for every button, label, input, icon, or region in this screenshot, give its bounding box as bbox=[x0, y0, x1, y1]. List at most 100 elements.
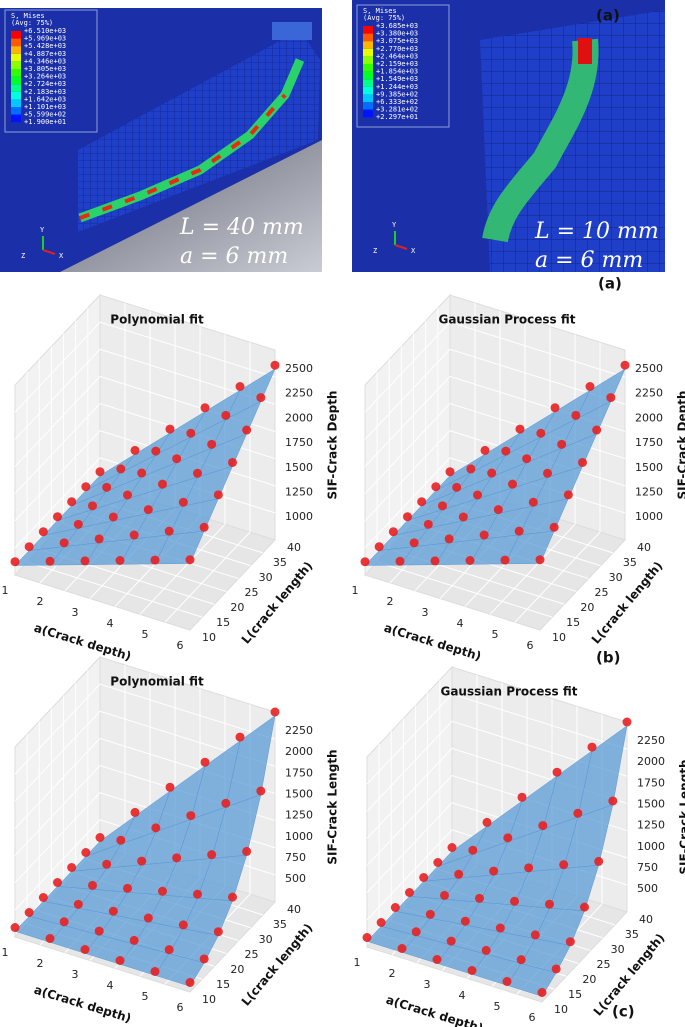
z-axis-label: SIF-Crack Depth bbox=[326, 391, 340, 500]
y-tick-label: 35 bbox=[273, 556, 287, 569]
y-tick-label: 40 bbox=[287, 903, 301, 916]
sample-point bbox=[495, 923, 505, 933]
z-tick-label: 750 bbox=[637, 861, 658, 874]
z-tick-label: 1750 bbox=[637, 776, 665, 789]
y-tick-label: 25 bbox=[595, 586, 609, 599]
x-tick-label: 5 bbox=[142, 990, 149, 1003]
x-tick-label: 6 bbox=[177, 639, 184, 652]
x-tick-label: 1 bbox=[354, 956, 361, 969]
sample-point bbox=[116, 835, 126, 845]
y-tick-label: 30 bbox=[259, 571, 273, 584]
sample-point bbox=[67, 497, 77, 507]
legend-value: +9.385e+02 bbox=[376, 90, 418, 98]
sample-point bbox=[622, 717, 632, 727]
triad-label: Z bbox=[373, 247, 377, 255]
sample-point bbox=[447, 843, 457, 852]
sample-point bbox=[102, 859, 112, 869]
sample-point bbox=[256, 786, 266, 796]
x-tick-label: 3 bbox=[424, 978, 431, 991]
y-tick-label: 40 bbox=[287, 541, 301, 554]
title: Polynomial fit bbox=[110, 313, 204, 327]
sample-point bbox=[537, 988, 547, 997]
panel-label: (b) bbox=[596, 649, 620, 667]
legend-value: +4.887e+03 bbox=[24, 50, 66, 58]
sample-point bbox=[475, 893, 484, 903]
sample-point bbox=[151, 823, 161, 833]
sample-point bbox=[150, 555, 160, 565]
sample-point bbox=[479, 530, 489, 540]
sample-point bbox=[419, 873, 429, 882]
legend-value: +1.244e+03 bbox=[376, 83, 418, 91]
legend-swatch bbox=[363, 71, 373, 80]
legend-swatch bbox=[363, 26, 373, 34]
sample-point bbox=[530, 930, 540, 940]
sample-point bbox=[528, 497, 538, 507]
sample-point bbox=[172, 853, 182, 863]
sample-point bbox=[178, 497, 188, 507]
legend-swatch bbox=[11, 46, 21, 54]
sample-point bbox=[438, 501, 447, 511]
y-tick-label: 15 bbox=[568, 988, 582, 1001]
legend-swatch bbox=[11, 61, 21, 69]
sample-point bbox=[573, 808, 583, 818]
y-tick-label: 35 bbox=[273, 918, 287, 931]
legend-value: +2.724e+03 bbox=[24, 80, 66, 88]
sample-point bbox=[10, 557, 20, 567]
sample-point bbox=[594, 856, 604, 866]
sample-point bbox=[458, 512, 468, 522]
sample-point bbox=[500, 555, 510, 565]
sample-point bbox=[80, 945, 90, 954]
sample-point bbox=[150, 967, 160, 976]
legend-swatch bbox=[363, 94, 373, 102]
sample-point bbox=[53, 878, 62, 887]
sample-point bbox=[535, 555, 545, 565]
y-tick-label: 30 bbox=[609, 571, 623, 584]
sample-point bbox=[213, 927, 223, 937]
sample-point bbox=[454, 869, 464, 879]
legend-value: +3.264e+03 bbox=[24, 73, 66, 81]
y-tick-label: 35 bbox=[623, 556, 637, 569]
z-tick-label: 1750 bbox=[635, 436, 663, 449]
sample-point bbox=[559, 860, 569, 870]
legend-swatch bbox=[11, 31, 21, 39]
x-tick-label: 3 bbox=[72, 606, 79, 619]
legend-value: +2.464e+03 bbox=[376, 52, 418, 60]
x-tick-label: 3 bbox=[72, 968, 79, 981]
x-tick-label: 5 bbox=[142, 628, 149, 641]
title: Gaussian Process fit bbox=[440, 685, 577, 699]
y-tick-label: 15 bbox=[566, 616, 580, 629]
sample-point bbox=[432, 955, 442, 964]
sample-point bbox=[24, 908, 34, 917]
sample-point bbox=[199, 954, 209, 964]
sample-point bbox=[473, 490, 482, 500]
sample-point bbox=[185, 555, 195, 565]
legend-swatch bbox=[363, 64, 373, 72]
y-tick-label: 10 bbox=[552, 631, 566, 644]
sample-point bbox=[517, 792, 527, 802]
sample-point bbox=[551, 964, 561, 974]
sample-point bbox=[390, 903, 400, 912]
triad-label: Y bbox=[40, 226, 45, 234]
title: Polynomial fit bbox=[110, 675, 204, 689]
legend-swatch bbox=[363, 56, 373, 64]
x-tick-label: 2 bbox=[389, 967, 396, 980]
z-tick-label: 1250 bbox=[285, 486, 313, 499]
sample-point bbox=[207, 850, 217, 860]
sample-point bbox=[45, 934, 55, 943]
z-tick-label: 2000 bbox=[635, 411, 663, 424]
sample-point bbox=[522, 454, 532, 464]
sample-point bbox=[108, 512, 118, 522]
sample-point bbox=[80, 556, 90, 566]
z-tick-label: 1000 bbox=[285, 830, 313, 843]
sample-point bbox=[242, 425, 252, 435]
sample-point bbox=[73, 519, 83, 529]
sample-point bbox=[431, 482, 441, 492]
sample-point bbox=[186, 811, 196, 821]
sample-point bbox=[460, 916, 470, 926]
triad-axis bbox=[42, 249, 56, 255]
x-tick-label: 6 bbox=[527, 639, 534, 652]
sample-point bbox=[425, 909, 435, 919]
sample-point bbox=[108, 906, 118, 916]
legend-value: +1.642e+03 bbox=[24, 95, 66, 103]
